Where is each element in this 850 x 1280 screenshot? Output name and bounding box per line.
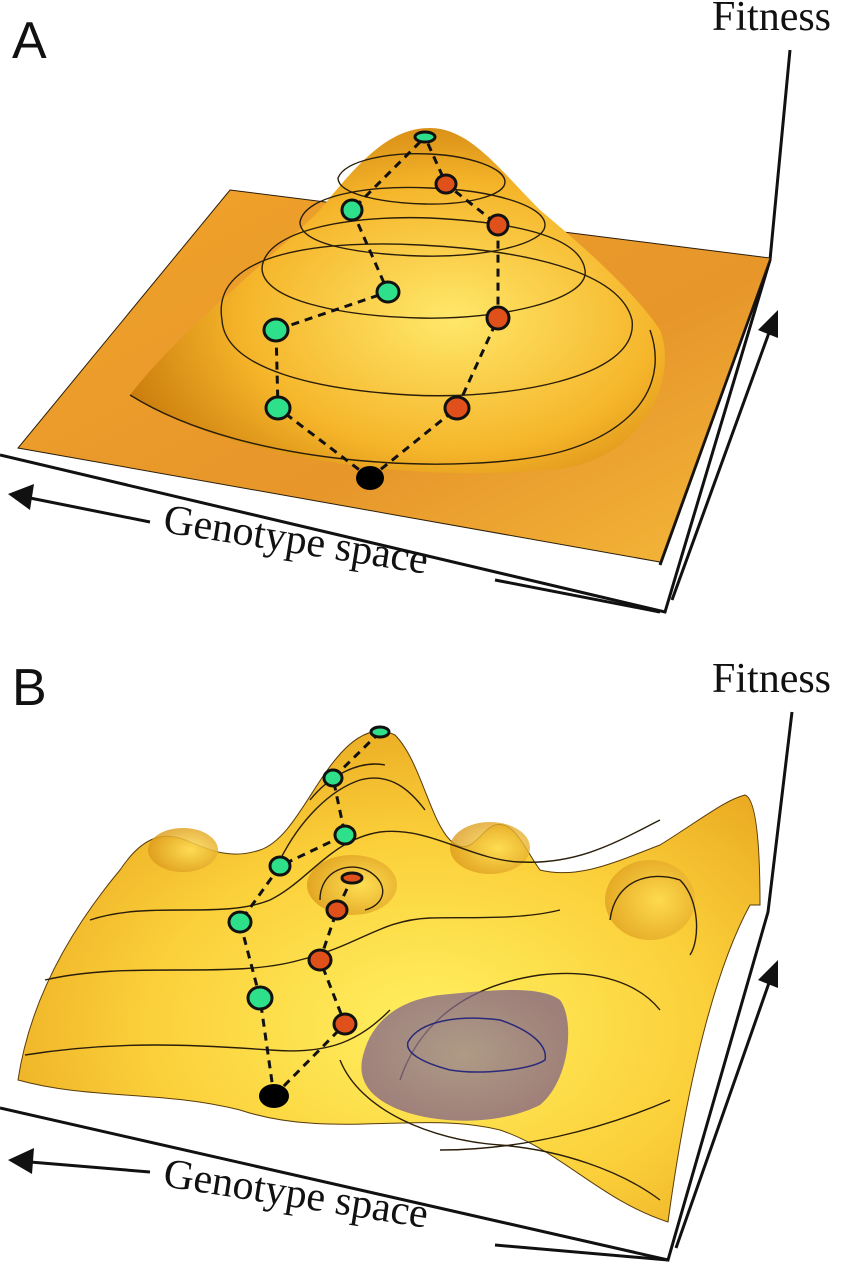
depth-arrow-a (670, 310, 778, 601)
green-node (264, 395, 292, 421)
side-hill (148, 828, 218, 872)
green-path-a (274, 135, 427, 480)
fitness-axis-label-a: Fitness (712, 0, 831, 40)
green-node (268, 855, 292, 877)
genotype-arrow-a (8, 484, 661, 614)
axis-frame-b (0, 711, 794, 1262)
red-nodes-b (307, 871, 364, 1036)
rugged-landscape-b (17, 730, 761, 1223)
green-nodes-a (262, 130, 437, 421)
green-node (262, 317, 290, 343)
shaded-region-contour (406, 1017, 546, 1073)
panel-a: A Fitness Genotype space (0, 0, 831, 614)
green-node (227, 910, 253, 934)
depth-arrow-b (674, 960, 778, 1249)
green-node (413, 130, 437, 144)
panel-label-a: A (12, 12, 47, 70)
green-node (375, 280, 401, 304)
green-node (333, 824, 357, 846)
red-node (332, 1012, 358, 1036)
axis-frame-a (0, 49, 792, 614)
red-nodes-a (434, 173, 511, 421)
shaded-region-b (361, 990, 569, 1121)
genotype-axis-label-b: Genotype space (160, 1150, 431, 1237)
green-nodes-b (227, 725, 391, 1011)
start-node-b (259, 1084, 289, 1108)
red-node (485, 305, 511, 331)
genotype-arrow-b (8, 1148, 669, 1262)
start-node-a (356, 466, 384, 490)
red-node (443, 395, 471, 421)
red-node (434, 173, 458, 195)
red-node (325, 899, 349, 921)
green-node (322, 768, 344, 788)
side-hill (605, 860, 695, 940)
red-node (486, 213, 510, 237)
red-node (307, 948, 333, 972)
panel-label-b: B (12, 659, 47, 717)
panel-b: B Fitness Genotype space (0, 656, 831, 1262)
red-node (340, 871, 364, 885)
local-peak (307, 855, 397, 915)
green-node (340, 198, 364, 222)
green-node (246, 985, 274, 1011)
fitness-axis-label-b: Fitness (712, 656, 831, 702)
fitness-peak-a (130, 128, 665, 474)
contour-lines-b (24, 763, 698, 1201)
green-node (369, 725, 391, 739)
